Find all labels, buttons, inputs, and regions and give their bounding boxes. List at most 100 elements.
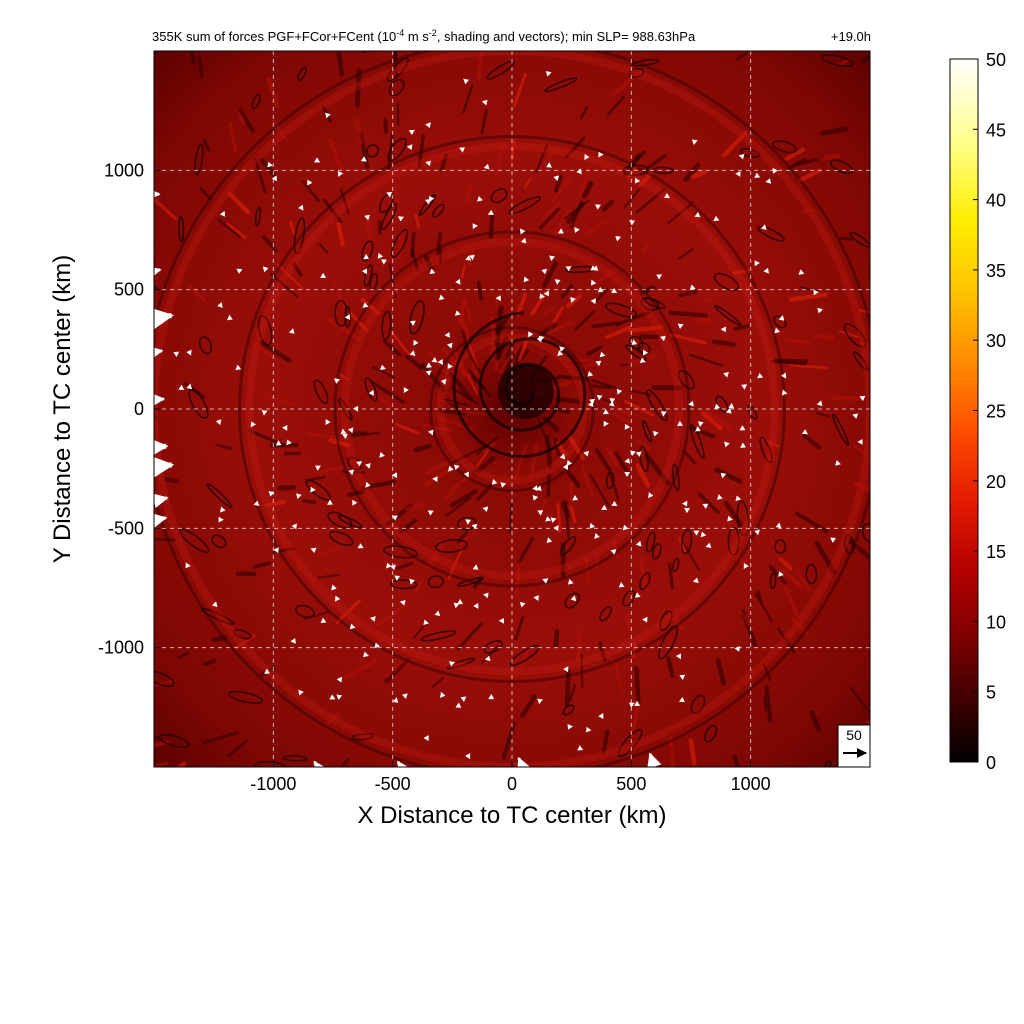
field-streak <box>498 315 509 332</box>
field-cell <box>910 130 939 149</box>
small-vector <box>403 387 409 393</box>
small-vector <box>344 314 351 320</box>
small-vector <box>454 310 461 316</box>
field-cell <box>623 854 646 877</box>
field-cell <box>456 576 484 587</box>
field-cell <box>418 193 437 216</box>
small-vector <box>775 522 782 529</box>
field-streak <box>456 622 483 651</box>
small-vector <box>425 122 431 128</box>
field-cell <box>194 143 204 176</box>
field-streak <box>622 183 645 210</box>
field-cell <box>85 399 105 427</box>
small-vector <box>781 372 787 379</box>
field-streak <box>424 461 449 476</box>
small-vector <box>656 274 663 280</box>
small-vector <box>488 693 495 700</box>
field-cell <box>435 539 468 553</box>
field-cell <box>640 297 660 311</box>
small-vector <box>724 441 730 448</box>
field-streak <box>714 788 716 805</box>
field-streak <box>154 537 177 542</box>
small-vector <box>235 364 242 371</box>
small-vector <box>390 564 396 571</box>
small-vector <box>725 407 732 414</box>
field-streak <box>393 184 400 207</box>
field-streak <box>238 107 255 133</box>
field-streak <box>122 482 140 483</box>
small-vector <box>624 457 631 464</box>
small-vector <box>852 413 859 419</box>
field-streak <box>292 262 303 277</box>
field-streak <box>203 658 217 667</box>
field-streak <box>166 838 178 848</box>
small-vector <box>226 314 233 321</box>
field-streak <box>384 656 411 684</box>
field-streak <box>794 158 819 167</box>
field-streak <box>874 144 893 154</box>
field-streak <box>202 730 240 745</box>
small-vector <box>320 272 326 278</box>
field-streak <box>700 411 723 431</box>
small-vector <box>739 425 746 431</box>
field-streak <box>412 889 420 912</box>
small-vector <box>286 439 292 446</box>
field-cell <box>386 57 409 82</box>
small-vector <box>264 668 270 674</box>
small-vector <box>778 315 785 321</box>
small-vector <box>349 623 356 630</box>
x-axis-ticks: -1000 -500 0 500 1000 <box>250 761 771 794</box>
field-streak <box>595 556 599 571</box>
field-streak <box>904 161 937 163</box>
field-streak <box>480 108 488 135</box>
small-vector <box>428 429 434 436</box>
field-cell <box>198 336 213 355</box>
field-streak <box>202 138 211 152</box>
small-vector <box>347 427 354 434</box>
small-vector <box>713 215 720 222</box>
small-vector <box>577 745 584 751</box>
small-vector <box>360 156 367 162</box>
field-streak <box>514 616 525 641</box>
small-vector <box>348 469 355 476</box>
small-vector <box>432 476 438 483</box>
field-streak <box>390 331 411 356</box>
small-vector <box>576 168 582 175</box>
small-vector <box>296 493 302 500</box>
field-streak <box>553 174 563 193</box>
field-cell <box>293 217 306 255</box>
small-vector <box>539 293 545 299</box>
small-vector <box>409 320 416 326</box>
field-streak <box>586 345 603 357</box>
field-cell <box>757 225 785 242</box>
field-streak <box>515 292 528 317</box>
small-vector <box>253 500 260 507</box>
field-cell <box>228 690 264 705</box>
field-streak <box>601 199 615 212</box>
field-streak <box>508 503 514 534</box>
small-vector <box>211 601 218 608</box>
field-streak <box>907 274 931 279</box>
field-cell <box>645 531 656 553</box>
x-tick-label: 0 <box>507 774 517 794</box>
small-vector <box>291 523 297 530</box>
field-cell <box>564 592 580 609</box>
field-cell <box>559 536 577 556</box>
field-streak <box>641 241 653 253</box>
field-cell <box>390 229 409 258</box>
small-vector <box>835 460 841 466</box>
field-streak <box>635 463 651 488</box>
small-vector <box>567 578 574 585</box>
field-streak <box>615 666 624 695</box>
field-streak <box>445 496 472 517</box>
field-cell <box>389 579 418 590</box>
field-streak <box>472 455 496 477</box>
small-vector <box>532 494 539 501</box>
small-vector <box>587 371 594 377</box>
small-vector <box>495 295 501 302</box>
field-streak <box>849 686 870 715</box>
small-vector <box>483 163 490 170</box>
field-streak <box>913 483 934 505</box>
small-vector <box>448 465 454 472</box>
field-streak <box>394 423 420 435</box>
